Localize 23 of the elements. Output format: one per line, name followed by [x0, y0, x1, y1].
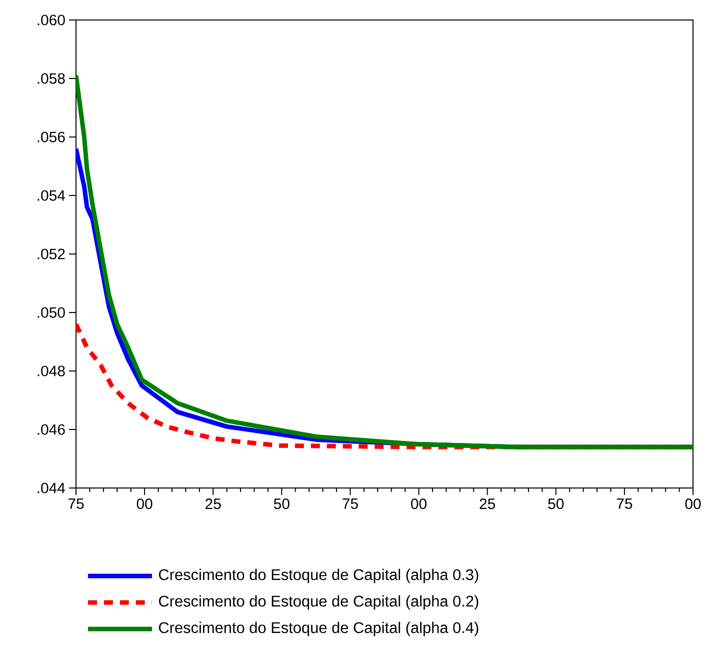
- y-tick-label: .046: [38, 424, 65, 435]
- y-tick-label: .060: [38, 14, 65, 26]
- x-tick-label: 50: [274, 498, 290, 510]
- x-tick-label: 25: [480, 498, 496, 510]
- line-series: [76, 73, 694, 450]
- y-tick-label: .058: [38, 73, 65, 84]
- x-tick-label: 75: [342, 498, 358, 509]
- legend-label: Crescimento do Estoque de Capital (alpha 0.3): [158, 568, 478, 584]
- x-tick-label: 25: [206, 498, 221, 510]
- y-tick-label: .050: [38, 307, 65, 318]
- legend-label: Crescimento do Estoque de Capital (alpha 0.2): [158, 595, 478, 610]
- x-tick-label: 50: [548, 498, 564, 510]
- y-tick-label: .054: [38, 190, 66, 201]
- y-tick-label: .048: [38, 366, 65, 376]
- x-tick-label: 00: [136, 498, 152, 510]
- y-tick-label: .052: [38, 248, 65, 260]
- x-tick-label: 00: [685, 498, 701, 510]
- x-tick-label: 75: [616, 498, 632, 509]
- y-tick-label: .056: [38, 132, 65, 142]
- legend-label: Crescimento do Estoque de Capital (alpha 0.4): [158, 622, 478, 636]
- y-tick-label: .044: [38, 482, 66, 494]
- x-tick-label: 75: [68, 498, 84, 509]
- x-tick-label: 00: [411, 498, 427, 510]
